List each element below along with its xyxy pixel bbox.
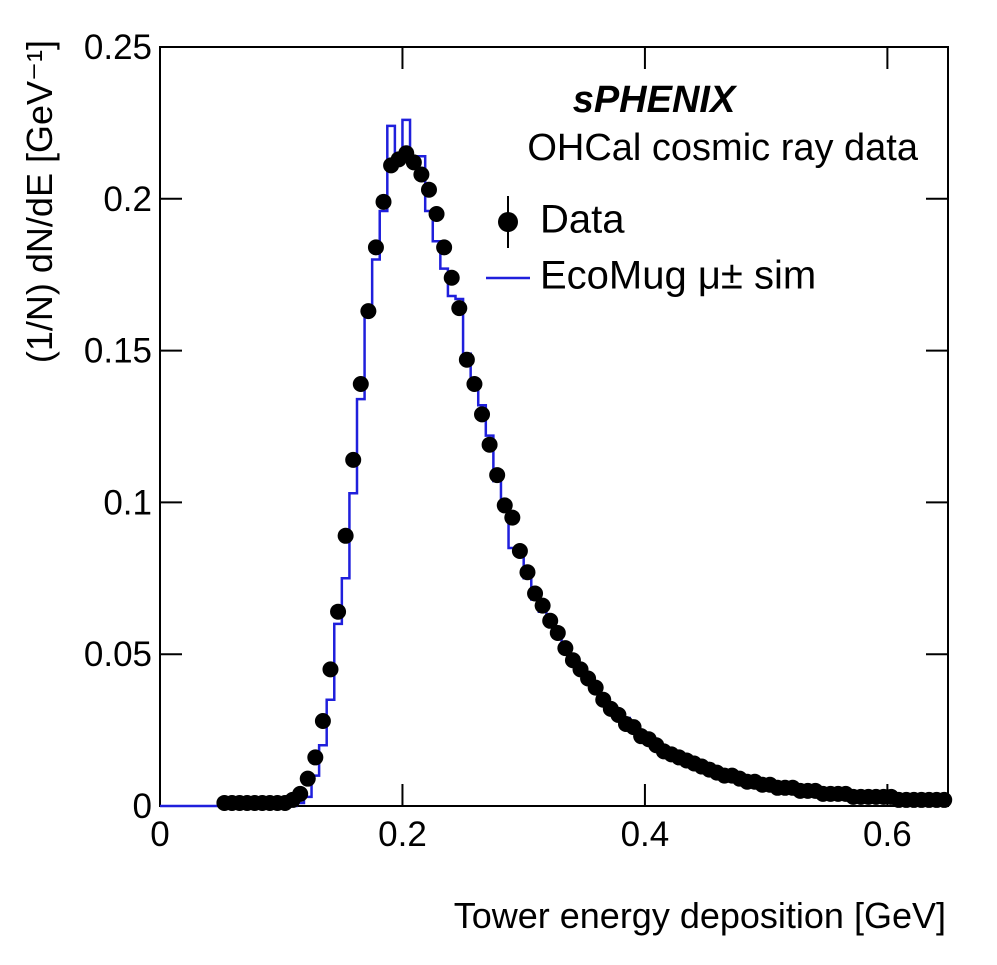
- x-axis-title: Tower energy deposition [GeV]: [454, 895, 946, 936]
- y-tick-label: 0.05: [84, 635, 152, 674]
- legend-symbol: [498, 212, 518, 232]
- x-tick-label: 0.2: [378, 815, 427, 854]
- y-tick-label: 0.2: [103, 180, 152, 219]
- data-point: [587, 679, 604, 696]
- x-tick-label: 0: [150, 815, 169, 854]
- x-tick-label: 0.6: [863, 815, 912, 854]
- data-point: [534, 597, 551, 614]
- data-point: [451, 300, 468, 317]
- y-tick-label: 0.25: [84, 28, 152, 67]
- data-point: [337, 527, 354, 544]
- legend-label: EcoMug μ± sim: [540, 254, 816, 298]
- data-point: [527, 585, 544, 602]
- plot-frame: [159, 46, 949, 807]
- data-point: [504, 509, 521, 526]
- data-point: [299, 770, 316, 787]
- data-point: [489, 467, 506, 484]
- data-point: [345, 451, 362, 468]
- data-point: [405, 154, 422, 171]
- data-point: [307, 749, 324, 766]
- y-tick-label: 0.1: [103, 483, 152, 522]
- data-point: [420, 181, 437, 198]
- chart-subtitle: OHCal cosmic ray data: [527, 127, 919, 169]
- data-point: [436, 239, 453, 256]
- data-point: [314, 712, 331, 729]
- chart-title: sPHENIX: [573, 79, 738, 121]
- data-point: [474, 406, 491, 423]
- y-tick-label: 0.15: [84, 332, 152, 371]
- data-point: [428, 205, 445, 222]
- data-point: [413, 166, 430, 183]
- data-point: [352, 375, 369, 392]
- y-tick-label: 0: [133, 787, 152, 826]
- data-point: [481, 436, 498, 453]
- data-point: [511, 542, 528, 559]
- y-axis-title: (1/N) dN/dE [GeV⁻¹]: [19, 40, 60, 363]
- data-point: [542, 612, 559, 629]
- data-point: [375, 193, 392, 210]
- data-point: [360, 303, 377, 320]
- data-point: [496, 497, 513, 514]
- data-point: [936, 791, 953, 808]
- x-tick-label: 0.4: [621, 815, 670, 854]
- data-point: [458, 351, 475, 368]
- data-point: [330, 603, 347, 620]
- data-point: [322, 661, 339, 678]
- data-point: [466, 375, 483, 392]
- data-point: [367, 239, 384, 256]
- data-point: [549, 624, 566, 641]
- data-point: [557, 640, 574, 657]
- legend-label: Data: [540, 198, 625, 242]
- data-point: [443, 269, 460, 286]
- data-point: [519, 564, 536, 581]
- data-point: [292, 785, 309, 802]
